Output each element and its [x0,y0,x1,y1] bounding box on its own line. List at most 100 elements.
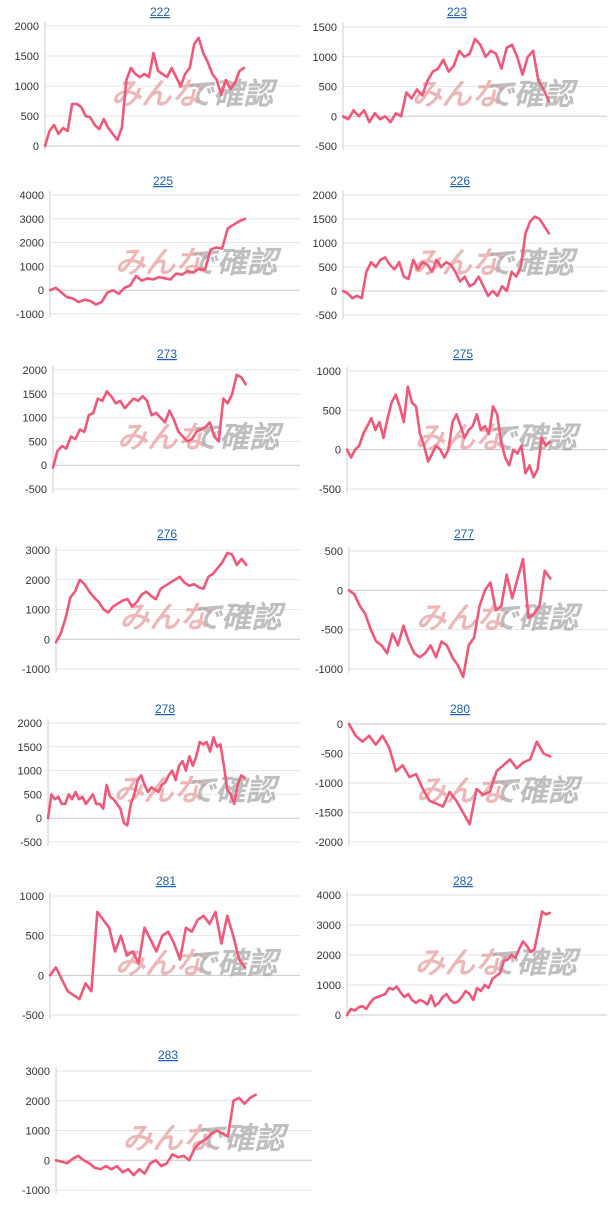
y-tick-label: 500 [325,546,343,558]
y-tick-label: 0 [44,1155,50,1167]
y-tick-label: 3000 [26,1066,50,1078]
y-tick-label: -1000 [16,309,44,321]
series-line-225 [48,217,247,306]
y-tick-label: 4000 [20,190,44,202]
y-tick-label: 0 [335,445,341,457]
y-tick-label: 1500 [313,22,337,34]
series-line-282 [345,910,552,1017]
y-tick-label: 2000 [313,190,337,202]
series-line-223 [341,37,551,124]
y-tick-label: 1500 [313,214,337,226]
y-tick-label: 0 [38,970,44,982]
y-tick-label: 1000 [313,52,337,64]
chart-title-link[interactable]: 273 [157,347,177,361]
chart-title-link[interactable]: 223 [447,5,467,19]
chart-title-link[interactable]: 282 [453,874,473,888]
y-tick-label: -1000 [22,1185,50,1197]
chart-title-link[interactable]: 226 [450,174,470,188]
chart-title-link[interactable]: 276 [157,527,177,541]
watermark-logo: みんな [416,602,509,635]
y-tick-label: -500 [22,1010,44,1022]
watermark-logo: で確認 [191,601,286,635]
watermark-logo: で確認 [488,601,583,635]
series-line-222 [43,36,246,148]
y-tick-label: -500 [321,625,343,637]
watermark-logo: で確認 [484,78,579,112]
y-tick-label: 1000 [23,413,47,425]
y-tick-label: 3000 [20,214,44,226]
y-tick-label: 0 [36,813,42,825]
y-tick-label: 1000 [313,238,337,250]
y-tick-label: -500 [319,484,341,496]
series-line-273 [51,373,247,469]
y-tick-label: 0 [337,719,343,731]
y-tick-label: 2000 [18,718,42,730]
watermark-logo: で確認 [484,246,579,280]
y-tick-label: 1000 [26,1126,50,1138]
y-tick-label: 0 [33,141,39,153]
watermark-logo: で確認 [488,774,583,808]
y-tick-label: 1000 [26,605,50,617]
y-tick-label: 2000 [26,575,50,587]
y-tick-label: -1000 [315,664,343,676]
series-line-281 [48,910,247,1001]
y-tick-label: 1500 [23,389,47,401]
chart-title-link[interactable]: 275 [453,347,473,361]
y-tick-label: -1500 [315,808,343,820]
watermark-logo: で確認 [183,77,278,111]
watermark-logo: みんな [115,247,208,280]
y-tick-label: 1500 [18,742,42,754]
series-line-276 [54,551,248,644]
chart-title-link[interactable]: 280 [450,702,470,716]
series-line-280 [347,722,552,826]
y-tick-label: 0 [331,286,337,298]
y-tick-label: 500 [29,436,47,448]
y-tick-label: 1000 [317,980,341,992]
watermark-logo: で確認 [189,421,284,455]
y-tick-label: 1000 [15,81,39,93]
y-tick-label: 500 [323,405,341,417]
y-tick-label: 0 [335,1010,341,1022]
chart-title-link[interactable]: 278 [155,702,175,716]
chart-title-link[interactable]: 225 [153,174,173,188]
y-tick-label: -500 [20,837,42,849]
chart-title-link[interactable]: 277 [454,527,474,541]
y-tick-label: -1000 [22,664,50,676]
watermark-logo: で確認 [187,246,282,280]
y-tick-label: -500 [25,484,47,496]
watermark-logo: みんな [123,1123,216,1156]
y-tick-label: 500 [21,111,39,123]
chart-title-link[interactable]: 283 [158,1048,178,1062]
y-tick-label: 2000 [317,950,341,962]
y-tick-label: 2000 [15,21,39,33]
y-tick-label: -1000 [315,778,343,790]
y-tick-label: 2000 [23,365,47,377]
series-line-283 [54,1093,257,1177]
chart-title-link[interactable]: 281 [156,874,176,888]
y-tick-label: 1000 [20,261,44,273]
y-tick-label: 3000 [26,545,50,557]
y-tick-label: 1000 [18,766,42,778]
chart-title-link[interactable]: 222 [150,5,170,19]
y-tick-label: -2000 [315,837,343,849]
series-line-278 [46,735,246,827]
y-tick-label: 500 [24,789,42,801]
watermark-logo: みんな [117,422,210,455]
y-tick-label: 2000 [20,238,44,250]
y-tick-label: 0 [38,285,44,297]
y-tick-label: 0 [337,585,343,597]
y-tick-label: 500 [319,262,337,274]
y-tick-label: -500 [321,749,343,761]
watermark-logo: で確認 [187,947,282,981]
